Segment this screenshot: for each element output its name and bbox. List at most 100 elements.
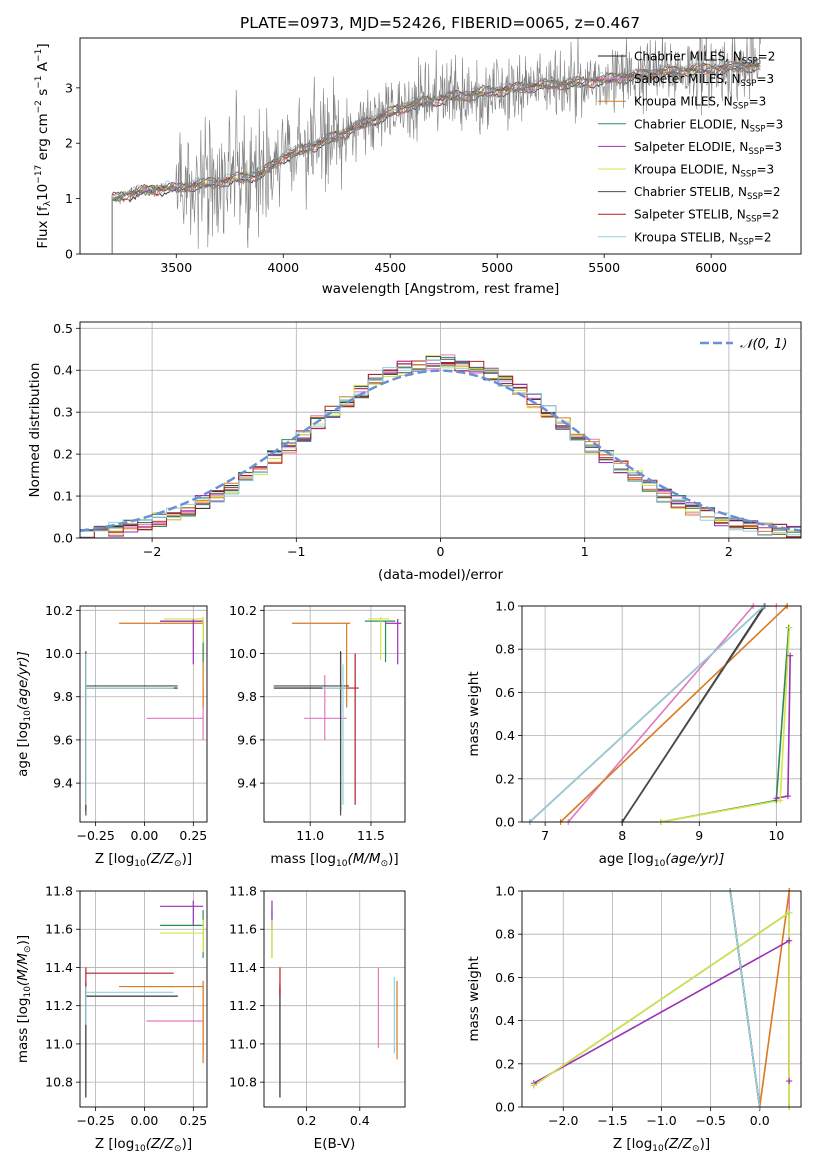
weight_vs_z-ytick-label: 0.4: [495, 1013, 515, 1028]
spectrum-xlabel: wavelength [Angstrom, rest frame]: [322, 281, 560, 297]
weight-marker: [530, 1082, 537, 1089]
weight_vs_age-xlabel: age [log10(age/yr)]: [599, 851, 725, 869]
age_vs_z-ytick-label: 9.8: [53, 689, 73, 704]
mass_vs_z-xtick-label: 0.00: [131, 1113, 159, 1128]
weight-line: [559, 606, 788, 822]
legend-label: Salpeter STELIB, NSSP=2: [634, 208, 779, 225]
mass_vs_z-ytick-label: 11.8: [45, 884, 73, 899]
spectrum-xtick-label: 4000: [267, 260, 299, 275]
weight-marker: [784, 793, 791, 800]
age_vs_mass-ytick-label: 9.6: [237, 732, 257, 747]
spectrum-ytick-label: 2: [65, 136, 73, 151]
weight-line: [529, 606, 765, 822]
residuals-xtick-label: −1: [287, 544, 305, 559]
legend-label: Kroupa MILES, NSSP=3: [634, 95, 766, 112]
mass_vs_z-ytick-label: 11.2: [45, 998, 73, 1013]
residuals-ylabel: Normed distribution: [27, 363, 43, 498]
residuals-ytick-label: 0.3: [53, 405, 73, 420]
residuals-ytick-label: 0.0: [53, 531, 73, 546]
weight-marker: [786, 937, 793, 944]
weight_vs_z-ytick-label: 0.6: [495, 970, 515, 985]
age_vs_z-ytick-label: 10.2: [45, 603, 73, 618]
weight_vs_age-xtick-label: 7: [541, 828, 549, 843]
mass_vs_z-ytick-label: 11.0: [45, 1036, 73, 1051]
residuals-xtick-label: 0: [437, 544, 445, 559]
age_vs_mass-ytick-label: 10.0: [229, 646, 257, 661]
mass_vs_ebv-xtick-label: 0.4: [350, 1113, 370, 1128]
spectrum-xtick-label: 5000: [481, 260, 513, 275]
weight_vs_age-ytick-label: 0.0: [495, 815, 515, 830]
weight_vs_age-ytick-label: 0.2: [495, 771, 515, 786]
age_vs_z-ytick-label: 10.0: [45, 646, 73, 661]
age_vs_z-plot-area: [85, 616, 204, 816]
mass_vs_ebv-ytick-label: 11.0: [229, 1036, 257, 1051]
residuals-ytick-label: 0.4: [53, 363, 73, 378]
age_vs_mass-plot-area: [273, 616, 402, 816]
weight-marker: [786, 624, 793, 631]
spectrum-xtick-label: 3500: [160, 260, 192, 275]
age_vs_mass-xlabel: mass [log10(M/M⊙)]: [270, 851, 398, 869]
weight-marker: [787, 652, 794, 659]
weight-marker: [777, 797, 784, 804]
mass_vs_z-ylabel: mass [log10(M/M⊙)]: [15, 935, 33, 1063]
age_vs_mass-xtick-label: 11.0: [296, 828, 324, 843]
mass_vs_ebv-ytick-label: 10.8: [229, 1075, 257, 1090]
residuals-xlabel: (data-model)/error: [378, 567, 504, 583]
weight_vs_z-ytick-label: 1.0: [495, 884, 515, 899]
mass_vs_z-ytick-label: 10.8: [45, 1075, 73, 1090]
age_vs_mass-frame: [263, 605, 406, 823]
histogram-kroupa-stelib: [80, 359, 801, 536]
mass_vs_ebv-ytick-label: 11.4: [229, 960, 257, 975]
weight_vs_age-xtick-label: 8: [618, 828, 626, 843]
spectrum-data-line: [111, 38, 761, 254]
residuals-xtick-label: −2: [143, 544, 161, 559]
weight-marker: [786, 909, 793, 916]
mass_vs_z-plot-area: [85, 900, 204, 1098]
weight_vs_age-ytick-label: 1.0: [495, 599, 515, 614]
spectrum-ylabel: Flux [fλ10−17 erg cm−2 s−1 A−1]: [34, 43, 53, 248]
normal-legend-label: 𝒩(0, 1): [740, 337, 787, 352]
residuals-xtick-label: 2: [725, 544, 733, 559]
weight_vs_z-xtick-label: −2.0: [548, 1113, 578, 1128]
legend-label: Kroupa ELODIE, NSSP=3: [634, 163, 774, 180]
weight_vs_age-xtick-label: 10: [768, 828, 784, 843]
mass_vs_ebv-frame: [263, 890, 406, 1108]
weight_vs_age-ylabel: mass weight: [466, 671, 482, 756]
legend-label: Kroupa STELIB, NSSP=2: [634, 230, 772, 247]
weight-line: [758, 891, 790, 1107]
weight-marker: [773, 795, 780, 802]
legend-label: Salpeter MILES, NSSP=3: [634, 72, 774, 89]
weight_vs_age-frame: [521, 605, 802, 823]
spectrum-xtick-label: 5500: [588, 260, 620, 275]
age_vs_mass-ytick-label: 9.8: [237, 689, 257, 704]
weight_vs_z-ylabel: mass weight: [466, 956, 482, 1041]
age_vs_mass-ytick-label: 9.4: [237, 776, 257, 791]
age_vs_z-xtick-label: 0.00: [131, 828, 159, 843]
weight-line: [660, 627, 790, 822]
residuals-ytick-label: 0.1: [53, 489, 73, 504]
weight_vs_z-xlabel: Z [log10(Z/Z⊙)]: [613, 1136, 710, 1154]
weight-line: [621, 606, 766, 822]
spectrum-frame: [79, 37, 802, 255]
mass_vs_ebv-ytick-label: 11.8: [229, 884, 257, 899]
weight-line: [660, 627, 791, 822]
weight_vs_age-plot-area: [529, 606, 791, 822]
mass_vs_ebv-plot-area: [271, 900, 398, 1098]
weight_vs_z-xtick-label: −1.5: [597, 1113, 627, 1128]
residuals-frame: [79, 321, 802, 539]
mass_vs_z-frame: [79, 890, 208, 1108]
weight_vs_z-xtick-label: −1.0: [646, 1113, 676, 1128]
legend-label: Chabrier ELODIE, NSSP=3: [634, 117, 783, 134]
figure-title: PLATE=0973, MJD=52426, FIBERID=0065, z=0…: [240, 14, 640, 32]
weight_vs_z-ytick-label: 0.0: [495, 1100, 515, 1115]
residuals-ytick-label: 0.2: [53, 447, 73, 462]
mass_vs_ebv-ytick-label: 11.6: [229, 922, 257, 937]
weight_vs_age-xtick-label: 9: [695, 828, 703, 843]
age_vs_mass-ytick-label: 10.2: [229, 603, 257, 618]
weight_vs_z-xtick-label: 0.0: [750, 1113, 770, 1128]
age_vs_mass-xtick-label: 11.5: [357, 828, 385, 843]
mass_vs_z-xtick-label: −0.25: [76, 1113, 114, 1128]
spectrum-plot-area: [111, 38, 761, 254]
residuals-xtick-label: 1: [581, 544, 589, 559]
